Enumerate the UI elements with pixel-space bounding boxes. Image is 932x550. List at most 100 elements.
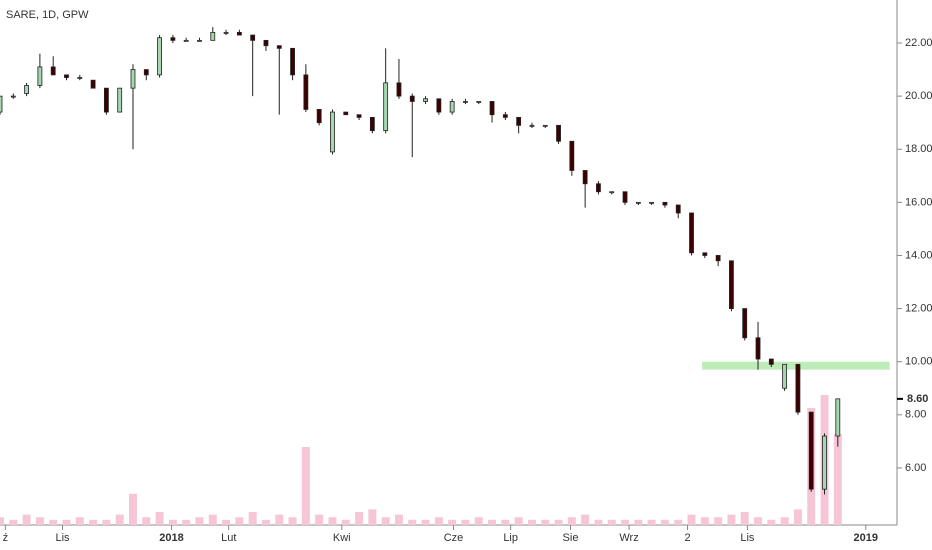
x-tick-label: Lut: [221, 532, 236, 544]
candle-body: [675, 204, 681, 214]
volume-bar: [660, 519, 669, 525]
volume-bar: [155, 512, 164, 525]
candle-body: [835, 398, 841, 437]
volume-bar: [301, 447, 310, 525]
volume-bar: [501, 519, 510, 525]
candle-body: [502, 114, 508, 118]
last-price-label: 8.60: [907, 393, 928, 405]
candle-body: [742, 308, 748, 339]
candle-body: [343, 111, 349, 116]
y-tick-label: 16.00: [905, 196, 932, 208]
candle-body: [24, 85, 29, 94]
candle-body: [276, 45, 282, 49]
volume-bar: [49, 519, 58, 525]
candle-body: [236, 31, 242, 36]
volume-bar: [594, 519, 603, 525]
volume-bar: [700, 517, 709, 525]
volume-bar: [35, 517, 44, 525]
x-tick-label: Lis: [55, 532, 70, 544]
candle-body: [330, 111, 335, 153]
candle-body: [10, 95, 16, 98]
volume-bar: [740, 512, 749, 525]
candle-body: [596, 183, 601, 193]
y-tick-label: 8.00: [905, 409, 926, 421]
candle-body: [529, 124, 535, 127]
chart-title: SARE, 1D, GPW: [6, 9, 89, 21]
volume-bar: [488, 519, 497, 525]
volume-bar: [341, 519, 350, 525]
candle-body: [436, 98, 442, 113]
x-tick-label: Kwi: [333, 532, 351, 544]
candle-body: [369, 116, 375, 132]
candle-body: [795, 363, 801, 413]
candle-body: [130, 69, 136, 89]
candle-body: [582, 170, 588, 185]
candle-body: [223, 31, 229, 34]
x-tick-label: 2: [684, 532, 690, 544]
candle-body: [396, 82, 402, 97]
y-tick-label: 22.00: [905, 37, 932, 49]
volume-bar: [394, 514, 403, 525]
candle-body: [409, 95, 415, 102]
y-tick-label: 20.00: [905, 90, 932, 102]
volume-bar: [581, 514, 590, 525]
candle-body: [383, 82, 389, 132]
volume-bar: [567, 517, 576, 525]
volume-bar: [714, 517, 723, 525]
volume-bar: [315, 514, 324, 525]
volume-bar: [647, 519, 656, 525]
candle-body: [729, 260, 734, 309]
x-tick-label: Lis: [740, 532, 755, 544]
volume-bar: [634, 519, 643, 525]
candle-body: [316, 109, 322, 124]
volume-bar: [621, 519, 630, 525]
candle-body: [197, 39, 202, 42]
volume-bar: [142, 517, 151, 525]
candle-body: [37, 66, 43, 86]
volume-bar: [448, 519, 457, 525]
volume-bar: [222, 519, 231, 525]
y-tick-label: 6.00: [905, 462, 926, 474]
volume-bar: [275, 514, 284, 525]
x-tick-label: Cze: [444, 532, 464, 544]
candle-body: [103, 87, 109, 113]
candle-body: [649, 201, 655, 204]
volume-bar: [288, 517, 297, 525]
candle-body: [822, 435, 827, 490]
candle-body: [516, 116, 522, 126]
volume-bar: [328, 517, 337, 525]
y-tick-label: 14.00: [905, 249, 932, 261]
x-tick-label: Wrz: [619, 532, 638, 544]
candle-body: [210, 31, 216, 41]
volume-bar: [75, 517, 84, 525]
volume-bar: [9, 519, 18, 525]
x-tick-label: 2019: [854, 532, 878, 544]
candle-body: [768, 358, 774, 365]
volume-bar: [89, 519, 98, 525]
volume-bar: [22, 514, 31, 525]
candle-body: [556, 124, 561, 142]
volume-bar: [607, 519, 616, 525]
volume-bar: [421, 519, 430, 525]
volume-bar: [128, 493, 137, 525]
candle-body: [782, 363, 788, 389]
volume-bar: [355, 512, 364, 525]
volume-bar: [514, 517, 523, 525]
volume-bar: [0, 517, 4, 525]
volume-bar: [833, 434, 842, 525]
volume-bar: [408, 519, 417, 525]
volume-bar: [368, 509, 377, 525]
candle-body: [755, 337, 761, 360]
candle-body: [463, 101, 468, 103]
candle-body: [0, 95, 3, 113]
candle-body: [143, 69, 149, 76]
candle-body: [117, 87, 123, 113]
candle-body: [622, 191, 628, 203]
volume-bar: [767, 519, 776, 525]
x-tick-label: 2018: [159, 532, 183, 544]
x-tick-label: Sie: [563, 532, 579, 544]
volume-bar: [461, 519, 470, 525]
volume-bar: [182, 519, 191, 525]
candle-body: [569, 140, 575, 171]
